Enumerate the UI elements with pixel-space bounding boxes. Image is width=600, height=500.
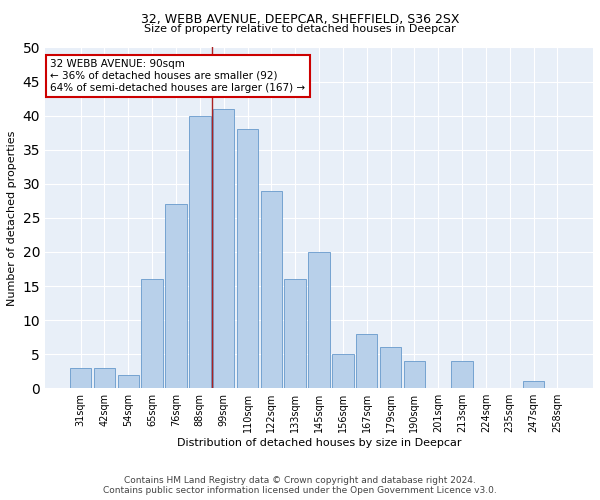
Bar [356, 334, 377, 388]
Bar [165, 204, 187, 388]
Bar [284, 279, 306, 388]
Bar [332, 354, 353, 388]
Text: 32 WEBB AVENUE: 90sqm
← 36% of detached houses are smaller (92)
64% of semi-deta: 32 WEBB AVENUE: 90sqm ← 36% of detached … [50, 60, 305, 92]
Bar [404, 361, 425, 388]
Y-axis label: Number of detached properties: Number of detached properties [7, 130, 17, 306]
Bar [308, 252, 330, 388]
Text: Contains HM Land Registry data © Crown copyright and database right 2024.
Contai: Contains HM Land Registry data © Crown c… [103, 476, 497, 495]
Bar [189, 116, 211, 388]
Text: 32, WEBB AVENUE, DEEPCAR, SHEFFIELD, S36 2SX: 32, WEBB AVENUE, DEEPCAR, SHEFFIELD, S36… [141, 12, 459, 26]
Bar [260, 190, 282, 388]
Bar [380, 348, 401, 389]
Bar [70, 368, 91, 388]
Bar [142, 279, 163, 388]
Bar [94, 368, 115, 388]
Bar [237, 129, 258, 388]
Bar [213, 109, 235, 388]
X-axis label: Distribution of detached houses by size in Deepcar: Distribution of detached houses by size … [177, 438, 461, 448]
Bar [451, 361, 473, 388]
Text: Size of property relative to detached houses in Deepcar: Size of property relative to detached ho… [144, 24, 456, 34]
Bar [523, 382, 544, 388]
Bar [118, 374, 139, 388]
